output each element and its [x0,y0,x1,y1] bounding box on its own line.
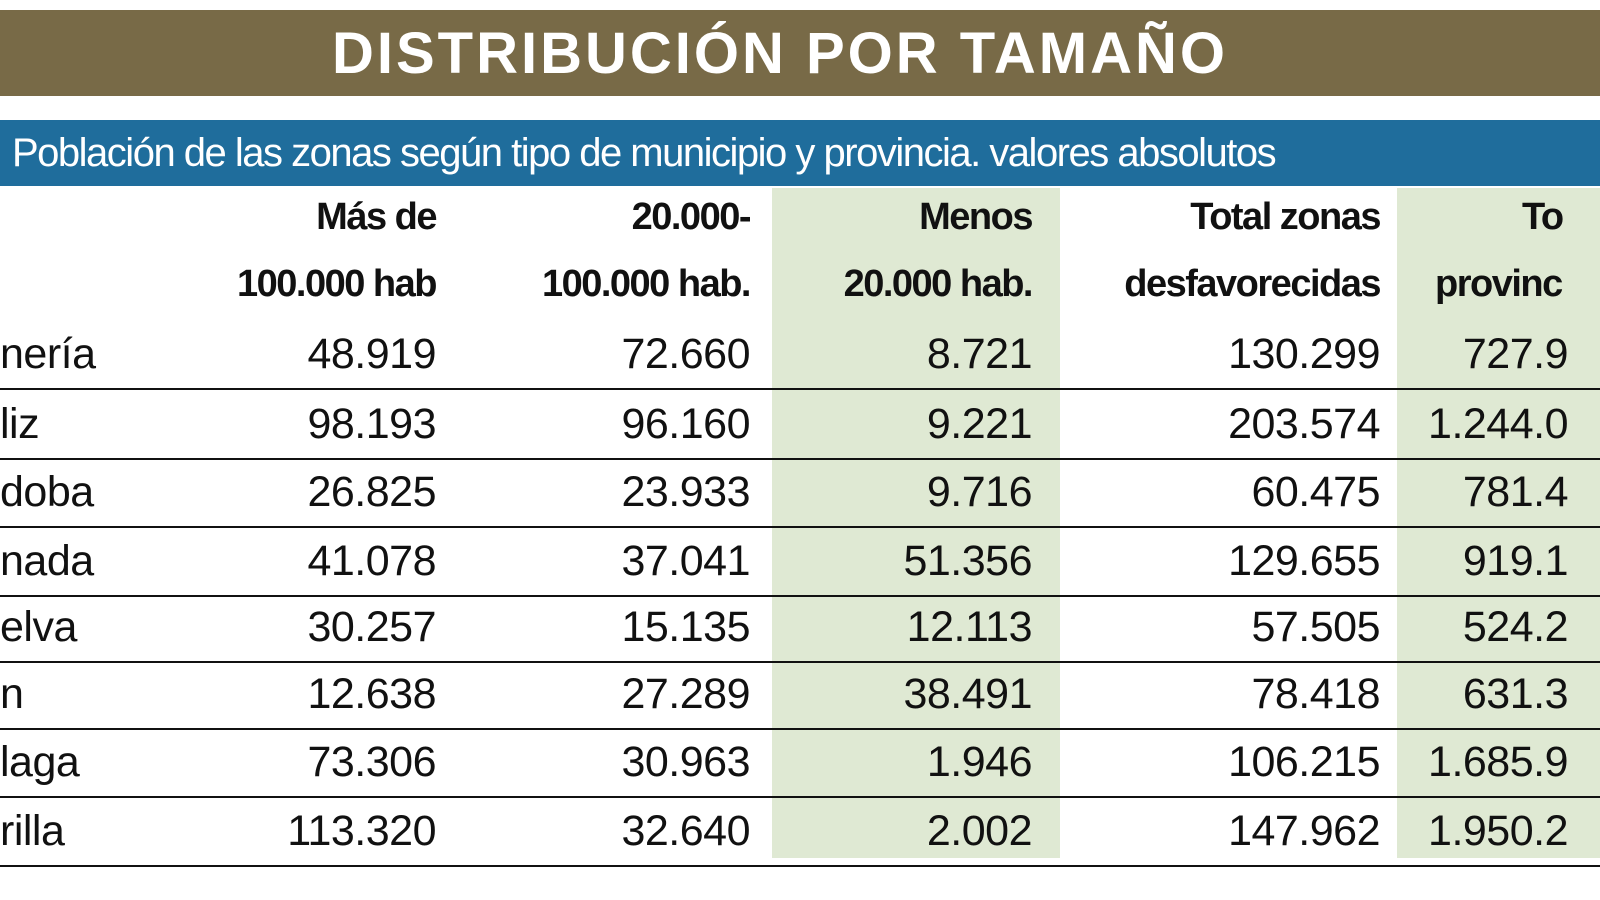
cell-v2: 30.963 [621,738,750,786]
cell-v4: 57.505 [1251,603,1380,651]
cell-v5: 524.2 [1462,603,1569,651]
cell-v4: 60.475 [1251,468,1380,516]
header-line: 20.000 hab. [843,263,1034,305]
cell-v4: 130.299 [1228,330,1380,378]
highlight-column-menos-20000 [772,188,1060,858]
cell-v2: 15.135 [621,603,750,651]
row-divider [0,796,1600,798]
table-row: laga 73.306 30.963 1.946 106.215 1.685.9 [0,728,1600,796]
cell-v3: 38.491 [903,670,1032,718]
cell-v3: 51.356 [903,537,1032,585]
row-divider [0,661,1600,663]
header-line: Más de [316,196,437,238]
subtitle-band: Población de las zonas según tipo de mun… [0,120,1600,186]
province-name: rilla [0,807,65,855]
row-divider [0,526,1600,528]
province-name: nada [0,537,94,585]
cell-v1: 30.257 [307,603,436,651]
province-name: laga [0,738,80,786]
page-title: DISTRIBUCIÓN POR TAMAÑO [331,20,1228,86]
cell-v1: 113.320 [287,807,436,855]
cell-v3: 1.946 [926,738,1033,786]
title-band: DISTRIBUCIÓN POR TAMAÑO [0,10,1600,96]
cell-v2: 27.289 [621,670,750,718]
table-row: nería 48.919 72.660 8.721 130.299 727.9 [0,320,1600,388]
header-line: 100.000 hab [237,263,437,305]
cell-v4: 147.962 [1228,807,1380,855]
header-line: Menos [919,196,1033,238]
table-row: n 12.638 27.289 38.491 78.418 631.3 [0,660,1600,728]
cell-v5: 1.244.0 [1428,400,1568,448]
header-total-provincia: To provinc [1400,184,1600,318]
row-divider [0,728,1600,730]
cell-v5: 631.3 [1462,670,1569,718]
row-divider [0,388,1600,390]
province-name: n [0,670,24,718]
header-line: Total zonas [1190,196,1381,238]
cell-v2: 37.041 [621,537,750,585]
cell-v3: 8.721 [926,330,1033,378]
cell-v1: 98.193 [307,400,436,448]
province-name: nería [0,330,96,378]
table-row: liz 98.193 96.160 9.221 203.574 1.244.0 [0,390,1600,458]
table-row: doba 26.825 23.933 9.716 60.475 781.4 [0,458,1600,526]
cell-v5: 1.950.2 [1428,807,1568,855]
table-row: rilla 113.320 32.640 2.002 147.962 1.950.2 [0,797,1600,865]
province-name: doba [0,468,94,516]
cell-v1: 12.638 [307,670,436,718]
cell-v4: 203.574 [1228,400,1380,448]
cell-v4: 78.418 [1251,670,1380,718]
cell-v2: 32.640 [621,807,750,855]
cell-v5: 781.4 [1462,468,1569,516]
cell-v1: 48.919 [307,330,436,378]
header-line: provinc [1435,263,1563,305]
row-divider [0,458,1600,460]
cell-v3: 2.002 [926,807,1033,855]
cell-v2: 72.660 [621,330,750,378]
header-line: 100.000 hab. [541,263,752,305]
header-total-zonas: Total zonas desfavorecidas [1062,184,1381,318]
cell-v5: 727.9 [1462,330,1569,378]
header-20000-100000: 20.000- 100.000 hab. [440,184,752,318]
cell-v3: 12.113 [906,603,1033,651]
table-row: elva 30.257 15.135 12.113 57.505 524.2 [0,593,1600,661]
cell-v4: 129.655 [1228,537,1380,585]
row-divider [0,595,1600,597]
cell-v3: 9.716 [926,468,1033,516]
cell-v4: 106.215 [1228,738,1380,786]
cell-v5: 1.685.9 [1428,738,1568,786]
province-name: liz [0,400,40,448]
header-menos-20000: Menos 20.000 hab. [772,184,1034,318]
header-line: To [1522,196,1564,238]
province-name: elva [0,603,77,651]
cell-v2: 96.160 [621,400,750,448]
row-divider [0,865,1600,867]
header-line: 20.000- [631,196,752,238]
cell-v1: 73.306 [307,738,436,786]
header-line: desfavorecidas [1124,263,1381,305]
cell-v2: 23.933 [621,468,750,516]
table-row: nada 41.078 37.041 51.356 129.655 919.1 [0,527,1600,595]
cell-v3: 9.221 [926,400,1033,448]
highlight-column-total-provincia [1397,188,1600,858]
cell-v1: 26.825 [307,468,436,516]
cell-v5: 919.1 [1462,537,1569,585]
header-mas-100000: Más de 100.000 hab [100,184,437,318]
cell-v1: 41.078 [307,537,436,585]
subtitle: Población de las zonas según tipo de mun… [12,130,1277,175]
